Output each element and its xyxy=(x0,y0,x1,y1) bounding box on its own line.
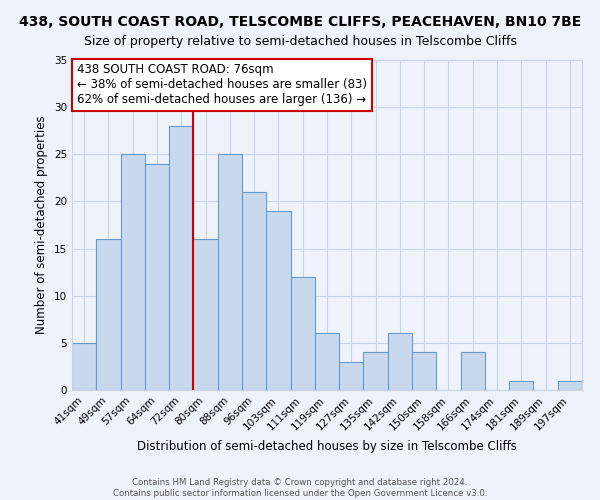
Bar xyxy=(242,192,266,390)
Bar xyxy=(412,352,436,390)
Bar xyxy=(169,126,193,390)
Bar xyxy=(315,334,339,390)
Bar xyxy=(96,239,121,390)
Bar xyxy=(72,343,96,390)
Text: Contains HM Land Registry data © Crown copyright and database right 2024.
Contai: Contains HM Land Registry data © Crown c… xyxy=(113,478,487,498)
Text: 438, SOUTH COAST ROAD, TELSCOMBE CLIFFS, PEACEHAVEN, BN10 7BE: 438, SOUTH COAST ROAD, TELSCOMBE CLIFFS,… xyxy=(19,15,581,29)
Y-axis label: Number of semi-detached properties: Number of semi-detached properties xyxy=(35,116,49,334)
Bar xyxy=(461,352,485,390)
X-axis label: Distribution of semi-detached houses by size in Telscombe Cliffs: Distribution of semi-detached houses by … xyxy=(137,440,517,453)
Bar xyxy=(558,380,582,390)
Bar xyxy=(364,352,388,390)
Bar xyxy=(193,239,218,390)
Bar xyxy=(218,154,242,390)
Bar xyxy=(121,154,145,390)
Bar xyxy=(509,380,533,390)
Text: Size of property relative to semi-detached houses in Telscombe Cliffs: Size of property relative to semi-detach… xyxy=(83,35,517,48)
Bar xyxy=(339,362,364,390)
Bar xyxy=(388,334,412,390)
Bar xyxy=(145,164,169,390)
Bar xyxy=(266,211,290,390)
Bar xyxy=(290,277,315,390)
Text: 438 SOUTH COAST ROAD: 76sqm
← 38% of semi-detached houses are smaller (83)
62% o: 438 SOUTH COAST ROAD: 76sqm ← 38% of sem… xyxy=(77,64,367,106)
